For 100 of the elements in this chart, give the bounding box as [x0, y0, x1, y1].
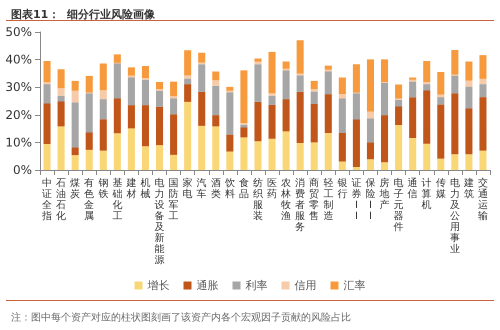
- bar: [114, 54, 121, 63]
- bar: [114, 63, 121, 99]
- bar: [254, 141, 262, 170]
- bar: [156, 145, 164, 170]
- bar: [254, 62, 262, 64]
- bar: [437, 94, 444, 98]
- bar: [72, 147, 79, 156]
- legend-label: 信用: [294, 279, 316, 292]
- bar: [395, 84, 402, 99]
- bar: [296, 75, 304, 92]
- bar: [142, 66, 149, 78]
- bar: [100, 90, 107, 100]
- legend-label: 汇率: [344, 279, 366, 292]
- bar: [226, 92, 234, 135]
- bar: [395, 106, 402, 126]
- bar: [324, 71, 332, 94]
- bar: [184, 102, 192, 170]
- bar: [86, 93, 93, 132]
- x-tick-label: 基础化工: [111, 177, 122, 222]
- bar: [395, 125, 402, 170]
- bar: [366, 142, 374, 160]
- bar: [184, 84, 192, 102]
- x-tick-label: 酒类: [210, 177, 221, 200]
- bar: [142, 146, 149, 170]
- x-tick-label: 石油石化: [56, 178, 66, 222]
- bar: [479, 150, 486, 170]
- bar: [156, 90, 164, 107]
- x-tick-label: 农林牧渔: [280, 178, 292, 222]
- x-tick-label: 建筑: [462, 177, 474, 200]
- x-tick-label: 计算机: [422, 177, 432, 211]
- x-tick-label: 证券II: [351, 177, 362, 222]
- bar: [409, 138, 416, 170]
- bar: [240, 70, 248, 124]
- bar: [465, 154, 472, 170]
- y-tick-label: 0%: [12, 163, 32, 177]
- x-tick-label: 钢铁: [97, 178, 108, 200]
- bar: [352, 166, 360, 170]
- bar: [254, 58, 262, 62]
- bar: [423, 82, 430, 84]
- bar: [240, 124, 248, 128]
- bar: [310, 104, 318, 142]
- x-tick-label: 国防军工: [168, 178, 179, 222]
- bar: [72, 102, 79, 148]
- x-tick-label: 机械: [140, 177, 150, 200]
- bar: [479, 78, 486, 84]
- bar: [212, 115, 220, 126]
- bar: [44, 60, 51, 82]
- y-tick-label: 30%: [5, 80, 32, 94]
- x-tick-label: 中证全指: [41, 177, 52, 222]
- bar: [296, 142, 304, 170]
- text: 注：图中每个资产对应的柱状图刻画了该资产内各个宏观因子贡献的风险占比: [11, 312, 351, 324]
- bar: [310, 92, 318, 104]
- bar: [324, 66, 332, 70]
- bar: [72, 90, 79, 102]
- bar: [128, 128, 135, 170]
- bar: [114, 98, 121, 134]
- bar: [170, 82, 178, 96]
- bar: [352, 64, 360, 92]
- legend-label: 利率: [246, 279, 268, 292]
- bar: [268, 104, 276, 139]
- bar: [296, 40, 304, 74]
- x-tick-label: 房地产: [378, 177, 390, 211]
- x-tick-label: 传媒: [436, 178, 446, 200]
- bar: [366, 59, 374, 112]
- x-tick-label: 医药: [267, 178, 278, 200]
- bar: [72, 80, 79, 91]
- bar: [282, 62, 290, 69]
- bar: [114, 133, 121, 170]
- bar: [465, 80, 472, 87]
- bar: [338, 94, 346, 99]
- bar: [170, 98, 178, 114]
- y-tick-label: 50%: [5, 25, 32, 39]
- bar: [86, 76, 93, 92]
- bar: [86, 150, 93, 170]
- bar: [226, 152, 234, 170]
- bar: [423, 60, 430, 82]
- bar: [366, 118, 374, 142]
- bar: [352, 93, 360, 120]
- bar: [198, 52, 206, 63]
- bar: [465, 108, 472, 154]
- x-tick-label: 电力及公用事业: [450, 177, 460, 255]
- x-tick-label: 有色金属: [84, 177, 94, 222]
- bar: [409, 82, 416, 98]
- bar: [324, 133, 332, 170]
- bar: [58, 102, 65, 126]
- bar: [226, 134, 234, 152]
- bar: [437, 158, 444, 170]
- bar: [310, 80, 318, 90]
- bar: [310, 142, 318, 170]
- bar: [423, 144, 430, 170]
- x-tick-label: 建材: [125, 177, 136, 200]
- bar: [324, 94, 332, 134]
- bar: [338, 98, 346, 134]
- bar: [170, 114, 178, 155]
- bar: [58, 69, 65, 88]
- bar: [58, 96, 65, 102]
- bar: [437, 104, 444, 159]
- bar: [338, 78, 346, 94]
- y-tick-label: 20%: [5, 108, 32, 122]
- x-tick-label: 家电: [182, 177, 193, 200]
